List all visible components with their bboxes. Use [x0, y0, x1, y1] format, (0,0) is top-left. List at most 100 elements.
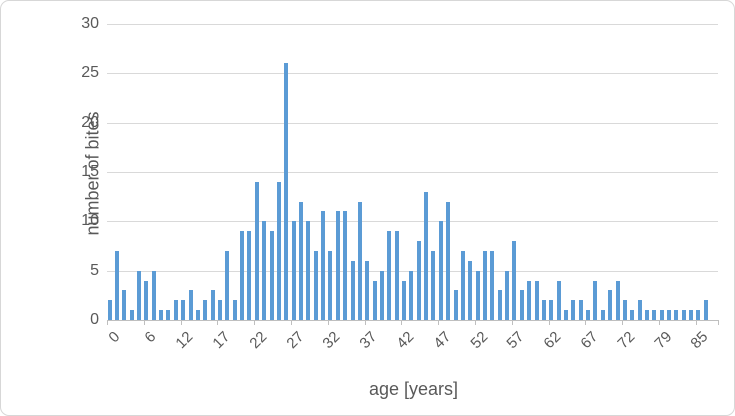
x-tick-mark	[622, 320, 624, 325]
bar	[402, 280, 407, 320]
x-tick-label: 57	[503, 328, 528, 353]
bar	[379, 270, 384, 320]
bar	[365, 260, 370, 320]
bar	[372, 280, 377, 320]
bar	[122, 290, 127, 320]
bar	[276, 181, 281, 320]
gridline	[107, 221, 718, 223]
bar	[107, 300, 112, 320]
bar	[225, 250, 230, 320]
x-tick-label: 6	[141, 328, 160, 347]
bar	[615, 280, 620, 320]
bar	[431, 250, 436, 320]
bar	[313, 250, 318, 320]
x-tick-mark	[401, 320, 403, 325]
bar	[630, 310, 635, 320]
y-tick-label: 10	[81, 212, 99, 230]
bar	[571, 300, 576, 320]
gridline	[107, 73, 718, 75]
bar	[151, 270, 156, 320]
bar	[512, 241, 517, 320]
bar	[173, 300, 178, 320]
x-tick-label: 52	[467, 328, 491, 353]
bar	[254, 181, 259, 320]
bar	[188, 290, 193, 320]
x-tick-label: 22	[246, 328, 271, 353]
bar	[659, 310, 664, 320]
bar	[446, 201, 451, 320]
bar	[549, 300, 554, 320]
bar	[438, 221, 443, 320]
bar	[409, 270, 414, 320]
bar	[689, 310, 694, 320]
bar	[343, 211, 348, 320]
bar	[137, 270, 142, 320]
bar	[644, 310, 649, 320]
y-tick-label: 5	[90, 261, 99, 279]
bar	[328, 250, 333, 320]
bar	[534, 280, 539, 320]
x-tick-mark	[475, 320, 477, 325]
x-tick-mark	[695, 320, 697, 325]
bar	[144, 280, 149, 320]
bar	[578, 300, 583, 320]
x-tick-mark	[511, 320, 513, 325]
bar	[195, 310, 200, 320]
x-tick-mark	[718, 320, 719, 325]
bar	[306, 221, 311, 320]
bar	[622, 300, 627, 320]
bar	[217, 300, 222, 320]
x-tick-label: 62	[540, 328, 565, 353]
bar	[424, 191, 429, 320]
x-tick-mark	[438, 320, 440, 325]
x-tick-label: 42	[393, 328, 418, 353]
x-tick-mark	[327, 320, 329, 325]
x-tick-label: 37	[356, 328, 381, 353]
x-tick-mark	[659, 320, 661, 325]
x-tick-mark	[180, 320, 182, 325]
bar	[357, 201, 362, 320]
bar	[284, 63, 289, 320]
x-tick-label: 32	[319, 328, 344, 353]
bar	[667, 310, 672, 320]
bar	[114, 250, 119, 320]
bar	[291, 221, 296, 320]
bar	[637, 300, 642, 320]
bar	[608, 290, 613, 320]
bar	[600, 310, 605, 320]
y-tick-label: 0	[90, 311, 99, 328]
gridline	[107, 122, 718, 124]
bar	[416, 241, 421, 320]
bar	[703, 300, 708, 320]
x-tick-mark	[364, 320, 366, 325]
bar	[240, 231, 245, 320]
x-tick-label: 0	[104, 328, 123, 347]
y-tick-label: 30	[81, 15, 99, 32]
bar	[262, 221, 267, 320]
bar	[483, 250, 487, 320]
bar	[210, 290, 215, 320]
bar	[586, 310, 591, 320]
bar	[696, 310, 701, 320]
x-tick-label: 72	[614, 328, 639, 353]
bar	[232, 300, 237, 320]
x-tick-label: 12	[172, 328, 197, 353]
x-tick-label: 67	[577, 328, 602, 353]
y-tick-label: 15	[81, 163, 99, 180]
bar	[298, 201, 303, 320]
x-tick-mark	[548, 320, 550, 325]
bar	[181, 300, 186, 320]
bar	[166, 310, 171, 320]
x-axis-title: age [years]	[368, 379, 459, 399]
x-tick-mark	[254, 320, 256, 325]
bar	[527, 280, 532, 320]
bar	[652, 310, 657, 320]
bar	[475, 270, 480, 320]
x-tick-label: 27	[283, 328, 307, 353]
gridline	[107, 24, 718, 25]
bar	[394, 231, 399, 320]
x-tick-mark	[217, 320, 219, 325]
bar	[453, 290, 458, 320]
x-tick-label: 17	[209, 328, 234, 353]
